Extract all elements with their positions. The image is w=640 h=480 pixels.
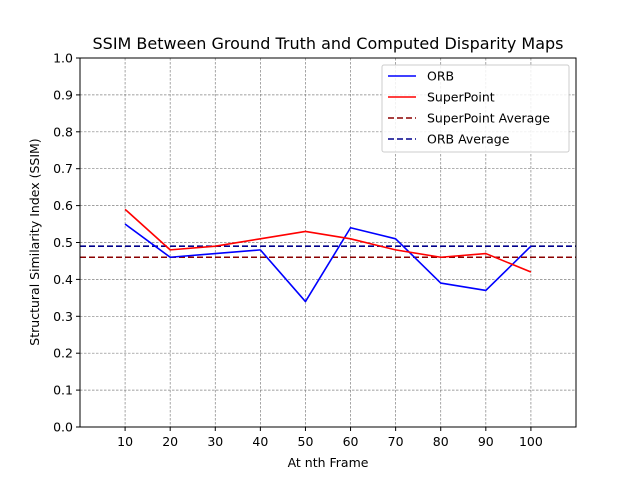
y-axis-ticks: 0.0 0.1 0.2 0.3 0.4 0.5 0.6 0.7 0.8 0.9 1.0 (53, 51, 80, 435)
x-tick-label: 90 (478, 434, 494, 449)
legend-box (381, 64, 570, 153)
y-tick-label: 1.0 (53, 51, 73, 66)
x-tick-label: 70 (388, 434, 404, 449)
x-tick-label: 60 (343, 434, 359, 449)
y-tick-label: 0.0 (53, 420, 73, 435)
y-tick-label: 0.1 (53, 383, 73, 398)
x-axis-ticks: 10 20 30 40 50 60 70 80 90 100 (117, 427, 543, 449)
x-tick-label: 20 (162, 434, 178, 449)
series-line (124, 223, 532, 303)
y-axis-label: Structural Similarity Index (SSIM) (27, 138, 42, 345)
reference-lines (80, 245, 576, 259)
y-tick-label: 0.3 (53, 309, 73, 324)
y-tick-label: 0.9 (53, 87, 73, 102)
legend: ORB SuperPoint SuperPoint Average ORB Avera… (381, 64, 570, 153)
y-tick-label: 0.7 (53, 161, 73, 176)
x-tick-label: 80 (433, 434, 449, 449)
legend-label: SuperPoint Average (427, 111, 550, 126)
legend-label: SuperPoint (427, 90, 495, 105)
series-lines (124, 208, 532, 303)
x-tick-label: 100 (519, 434, 543, 449)
legend-label: ORB (427, 69, 454, 84)
chart-title: SSIM Between Ground Truth and Computed D… (93, 34, 564, 53)
x-tick-label: 40 (252, 434, 268, 449)
y-tick-label: 0.6 (53, 198, 73, 213)
y-tick-label: 0.8 (53, 124, 73, 139)
y-tick-label: 0.5 (53, 235, 73, 250)
x-axis-label: At nth Frame (288, 455, 369, 470)
x-tick-label: 50 (298, 434, 314, 449)
x-tick-label: 30 (207, 434, 223, 449)
legend-label: ORB Average (427, 132, 510, 147)
x-tick-label: 10 (117, 434, 133, 449)
series-line (124, 208, 532, 273)
y-tick-label: 0.2 (53, 346, 73, 361)
y-tick-label: 0.4 (53, 272, 73, 287)
